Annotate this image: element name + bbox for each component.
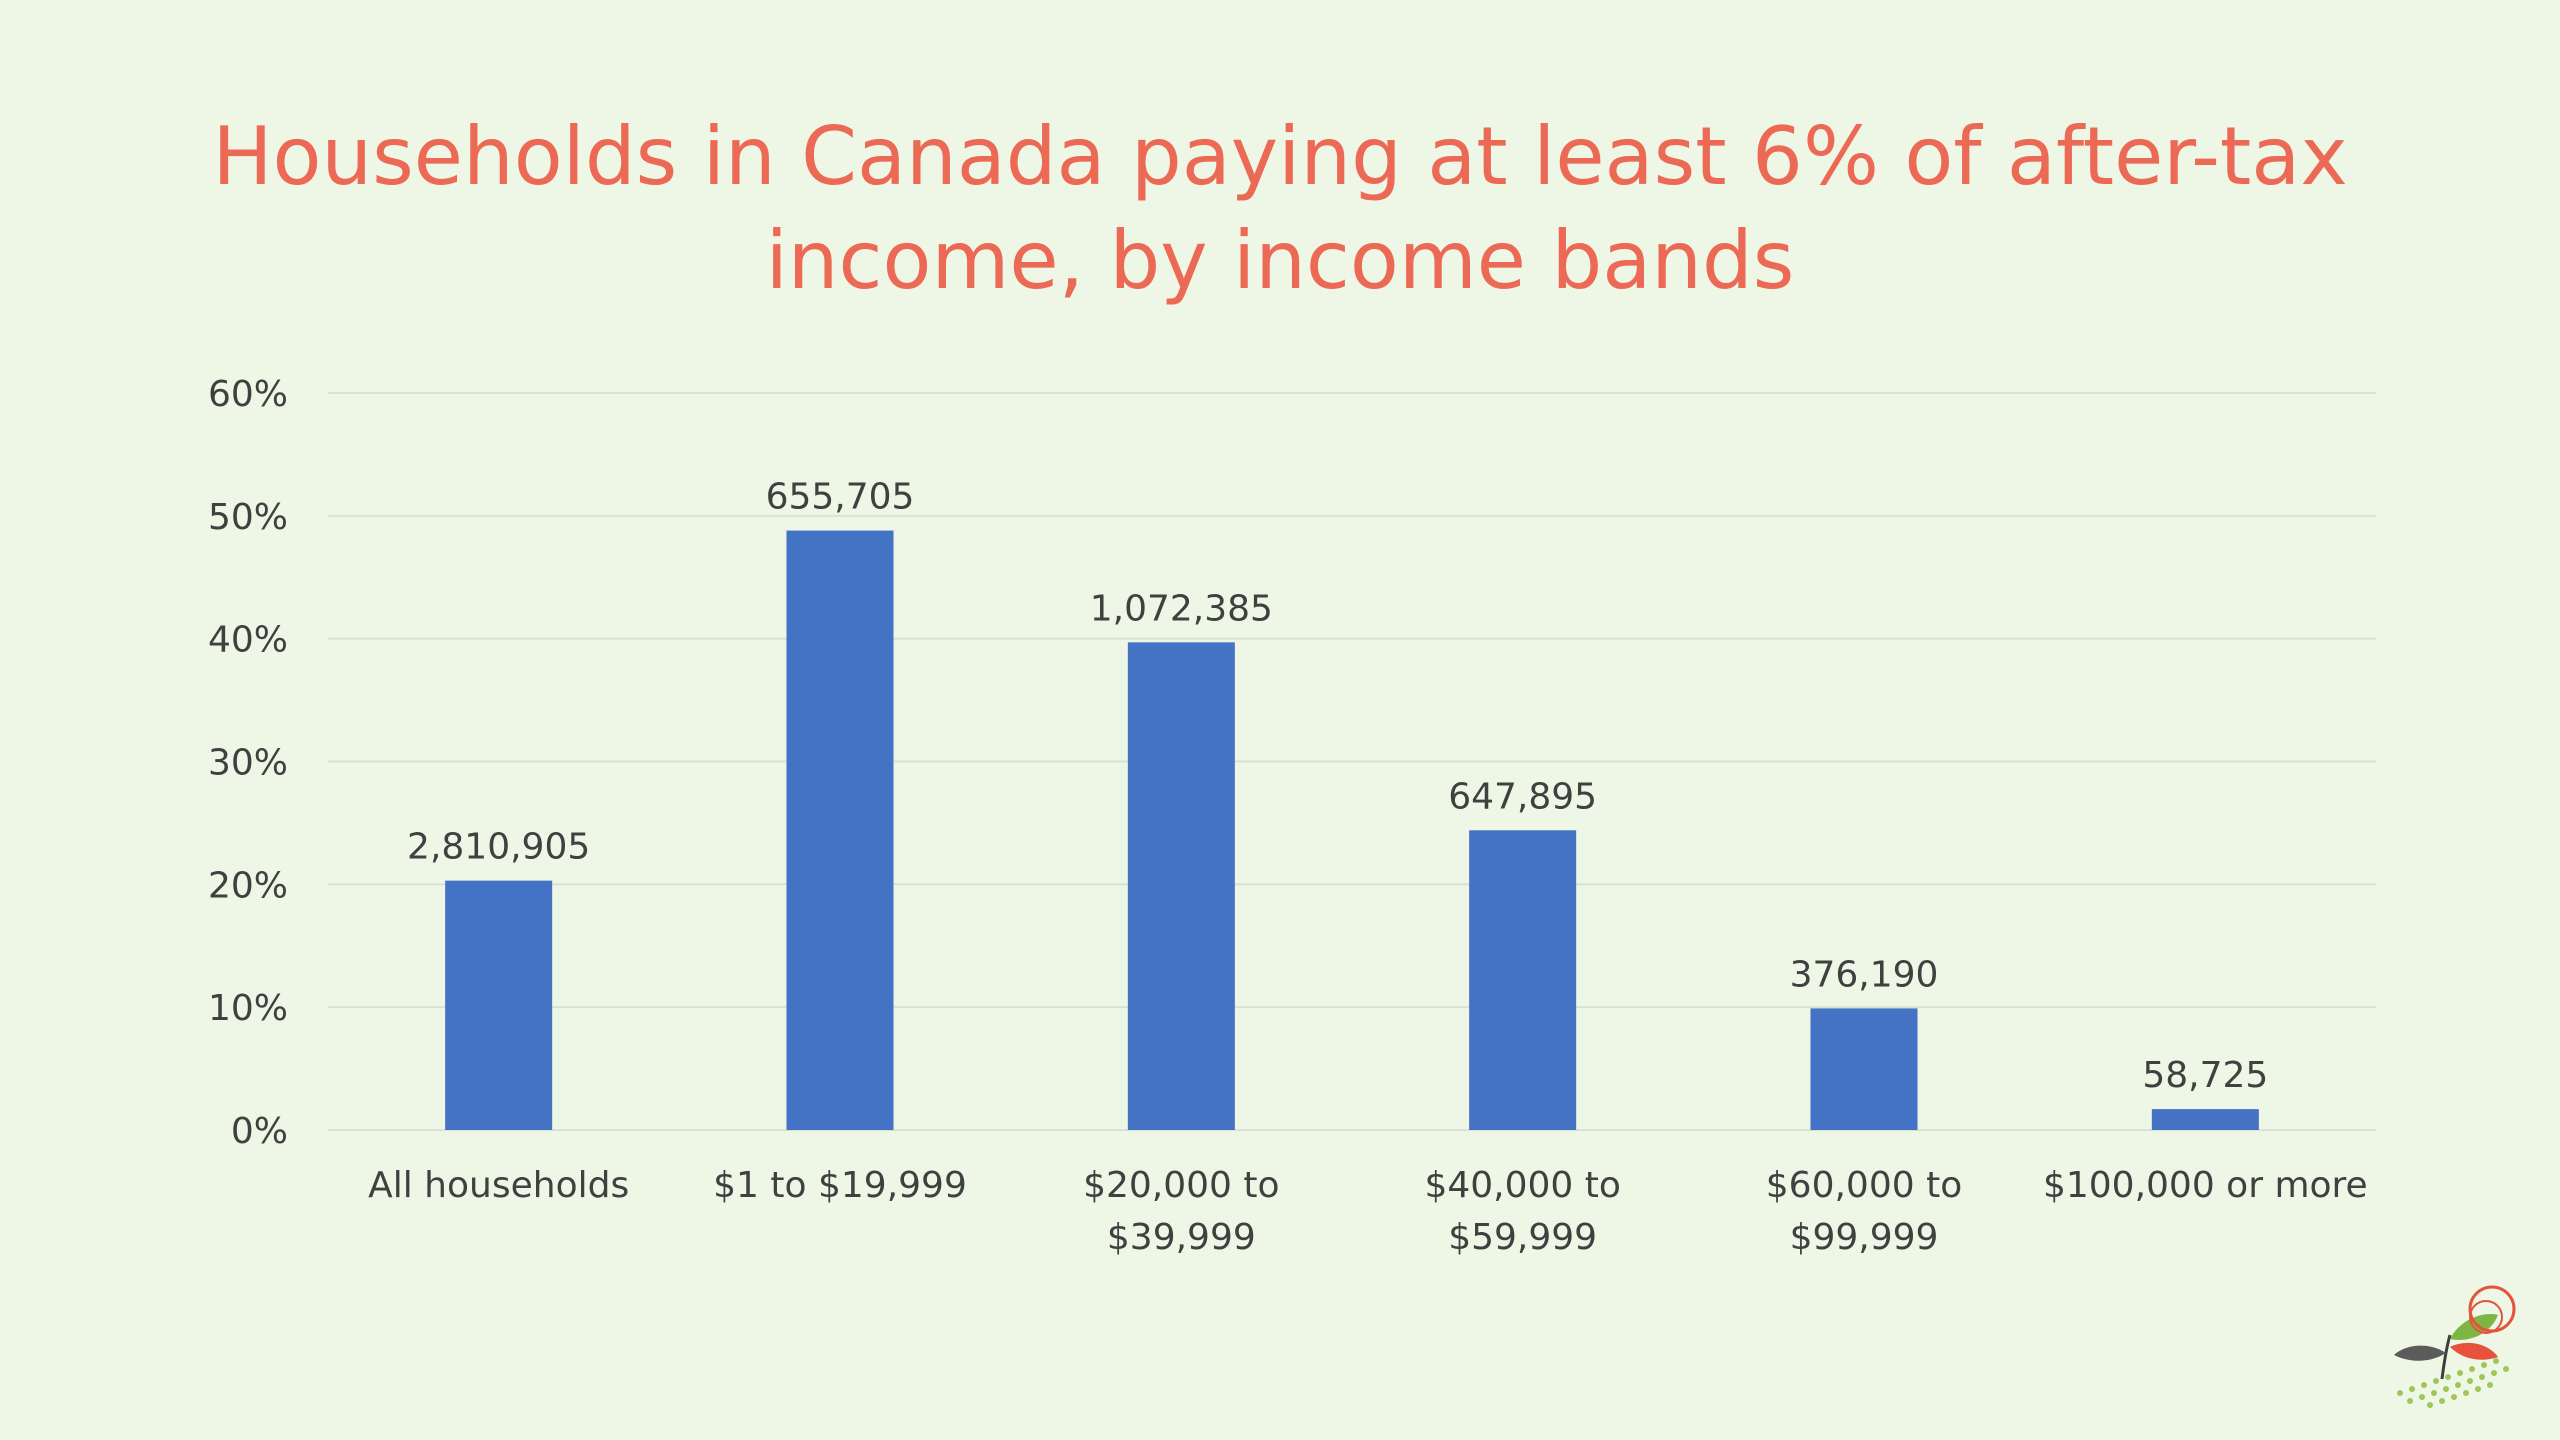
x-tick-label: $99,999 (1790, 1217, 1939, 1258)
y-tick-label: 60% (208, 374, 288, 415)
bar (2151, 1109, 2259, 1130)
data-label: 1,072,385 (1090, 588, 1273, 629)
y-tick-label: 40% (208, 620, 288, 661)
bar (445, 880, 553, 1130)
y-tick-label: 20% (208, 865, 288, 906)
y-tick-label: 50% (208, 497, 288, 538)
y-tick-label: 30% (208, 743, 288, 784)
bar (1810, 1008, 1918, 1130)
x-tick-label: $40,000 to (1424, 1165, 1620, 1206)
bar (786, 530, 894, 1130)
x-tick-label: $60,000 to (1766, 1165, 1962, 1206)
chart-title-line-1: Households in Canada paying at least 6% … (212, 110, 2348, 203)
x-tick-label: All households (368, 1165, 629, 1206)
data-label: 2,810,905 (407, 827, 590, 868)
x-tick-label: $59,999 (1448, 1217, 1597, 1258)
data-label: 655,705 (766, 477, 915, 518)
data-label: 647,895 (1448, 776, 1597, 817)
bar (1469, 830, 1577, 1130)
chart-title: Households in Canada paying at least 6% … (180, 105, 2380, 313)
y-tick-label: 10% (208, 988, 288, 1029)
x-tick-label: $39,999 (1107, 1217, 1256, 1258)
y-tick-label: 0% (231, 1111, 288, 1152)
data-label: 376,190 (1790, 954, 1939, 995)
x-tick-label: $20,000 to (1083, 1165, 1279, 1206)
sprout-logo-icon (2394, 1285, 2516, 1408)
data-label: 58,725 (2142, 1055, 2268, 1096)
x-tick-label: $1 to $19,999 (713, 1165, 967, 1206)
chart-title-line-2: income, by income bands (765, 214, 1795, 307)
bar (1127, 642, 1235, 1130)
x-tick-label: $100,000 or more (2043, 1165, 2368, 1206)
